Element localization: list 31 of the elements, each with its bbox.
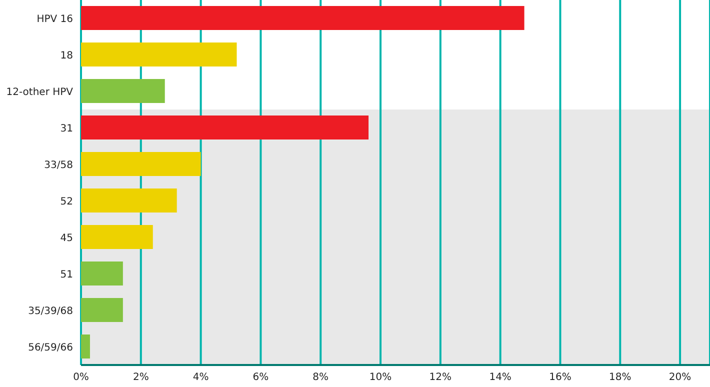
bar — [81, 188, 177, 212]
y-tick-label: 51 — [60, 269, 73, 280]
y-tick-label: 56/59/66 — [28, 342, 73, 354]
x-tick-label: 0% — [73, 372, 89, 384]
y-tick-label: 45 — [60, 232, 73, 244]
bar — [81, 262, 123, 286]
bar — [81, 334, 90, 358]
bar — [81, 42, 237, 66]
y-tick-label: 33/58 — [44, 160, 73, 171]
bar — [81, 79, 165, 103]
x-tick-label: 10% — [369, 372, 392, 384]
x-tick-label: 16% — [549, 372, 572, 384]
bar — [81, 116, 369, 140]
y-tick-label: 18 — [60, 50, 73, 62]
bar — [81, 298, 123, 322]
bar — [81, 225, 153, 249]
y-tick-label: 31 — [60, 123, 73, 134]
x-tick-label: 6% — [252, 372, 269, 384]
y-tick-label: 35/39/68 — [28, 306, 73, 317]
y-tick-label: 12-other HPV — [6, 86, 74, 98]
x-tick-label: 20% — [668, 372, 692, 384]
bar — [81, 152, 201, 176]
x-tick-label: 8% — [312, 372, 329, 384]
y-tick-label: 52 — [60, 196, 73, 208]
x-tick-label: 18% — [609, 372, 632, 384]
x-tick-label: 14% — [489, 372, 512, 384]
x-tick-label: 12% — [429, 372, 452, 384]
bar — [81, 6, 524, 30]
x-tick-label: 4% — [192, 372, 209, 384]
y-tick-label: HPV 16 — [36, 14, 73, 25]
x-tick-label: 2% — [132, 372, 149, 384]
